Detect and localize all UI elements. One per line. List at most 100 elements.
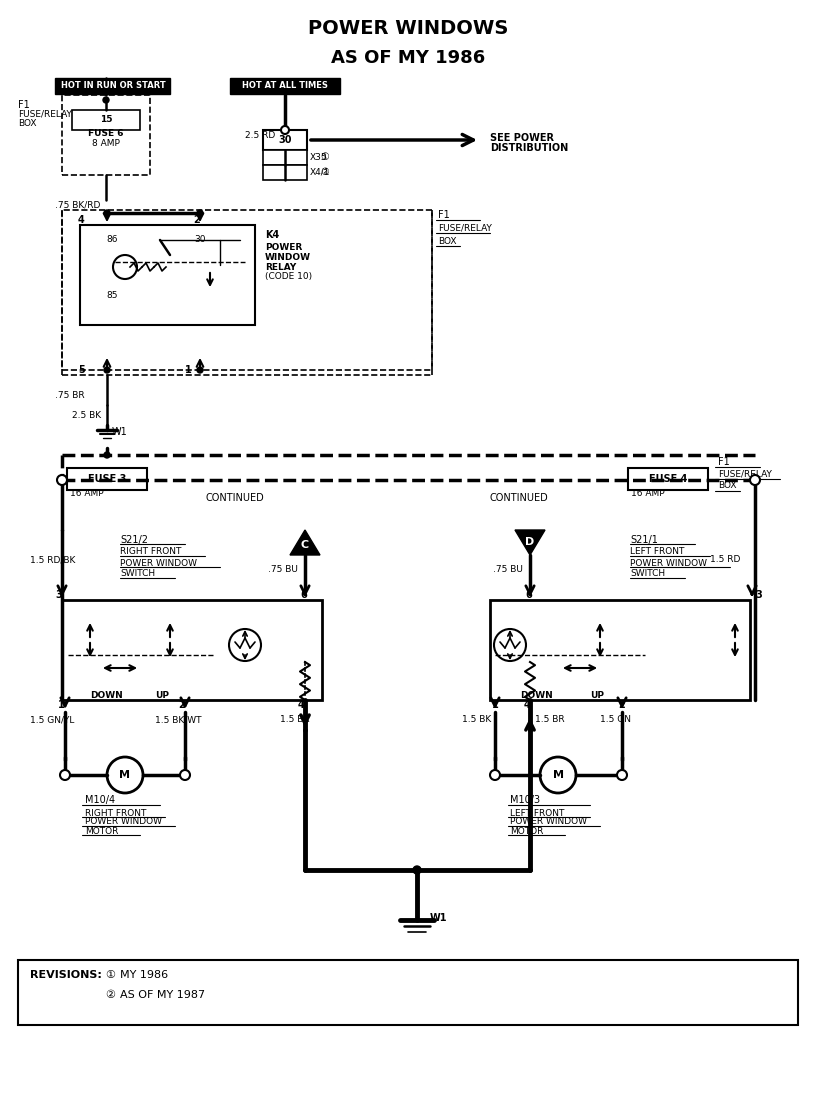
Text: K4: K4 [265, 230, 279, 240]
Polygon shape [515, 530, 545, 555]
Text: X35: X35 [310, 152, 328, 161]
Text: BOX: BOX [718, 481, 737, 490]
Text: S21/1: S21/1 [630, 535, 658, 545]
Text: M: M [552, 769, 564, 781]
Text: C: C [301, 540, 309, 550]
Text: .75 BU: .75 BU [493, 565, 523, 574]
Text: F1: F1 [718, 457, 730, 467]
Text: POWER WINDOWS: POWER WINDOWS [308, 19, 508, 38]
Text: FUSE 6: FUSE 6 [88, 128, 124, 138]
Text: 2: 2 [178, 700, 184, 710]
Text: 1.5 GN/YL: 1.5 GN/YL [30, 715, 74, 724]
Circle shape [107, 757, 143, 793]
Text: 3: 3 [55, 590, 62, 599]
Text: MOTOR: MOTOR [510, 827, 543, 836]
Bar [263, 164, 307, 180]
Text: BOX: BOX [18, 118, 37, 127]
Text: ①: ① [105, 970, 115, 980]
Text: HOT AT ALL TIMES: HOT AT ALL TIMES [242, 82, 328, 91]
Circle shape [413, 866, 421, 874]
Bar [72, 110, 140, 130]
Text: 6: 6 [300, 590, 307, 599]
Text: 4: 4 [524, 700, 530, 710]
Text: 5: 5 [78, 365, 85, 375]
Circle shape [490, 769, 500, 781]
Bar [67, 468, 147, 490]
Text: D: D [526, 537, 534, 546]
Text: 2.5 RD: 2.5 RD [245, 130, 275, 139]
Text: ②: ② [105, 990, 115, 1000]
Text: UP: UP [590, 690, 604, 700]
Text: POWER WINDOW: POWER WINDOW [510, 817, 587, 827]
Text: FUSE 3: FUSE 3 [88, 474, 126, 484]
Text: AS OF MY 1987: AS OF MY 1987 [120, 990, 205, 1000]
Text: ①: ① [320, 152, 329, 162]
Text: POWER: POWER [265, 243, 302, 252]
Text: 2: 2 [193, 215, 200, 225]
Text: LEFT FRONT: LEFT FRONT [510, 808, 565, 817]
Circle shape [540, 757, 576, 793]
Text: M10/4: M10/4 [85, 795, 115, 805]
Text: 1.5 BR: 1.5 BR [535, 715, 565, 724]
Text: 85: 85 [106, 290, 118, 299]
Text: 86: 86 [106, 235, 118, 244]
Circle shape [750, 475, 760, 485]
Text: 1.5 BK/WT: 1.5 BK/WT [155, 715, 202, 724]
Text: 1: 1 [58, 700, 64, 710]
Text: RIGHT FRONT: RIGHT FRONT [120, 548, 181, 556]
Text: 1.5 BK: 1.5 BK [462, 715, 491, 724]
Text: BOX: BOX [438, 236, 456, 245]
Text: 1.5 RD: 1.5 RD [710, 555, 740, 564]
Text: 2: 2 [618, 700, 625, 710]
Text: RELAY: RELAY [265, 263, 296, 272]
Text: FUSE/RELAY: FUSE/RELAY [718, 469, 772, 478]
Bar [230, 78, 340, 94]
Text: 16 AMP: 16 AMP [70, 488, 104, 498]
Bar [80, 225, 255, 325]
Polygon shape [290, 530, 320, 555]
Text: S21/2: S21/2 [120, 535, 148, 545]
Text: (CODE 10): (CODE 10) [265, 273, 313, 282]
Circle shape [197, 210, 203, 216]
Text: 1.5 GN: 1.5 GN [600, 715, 631, 724]
Text: CONTINUED: CONTINUED [490, 493, 548, 503]
Text: SEE POWER: SEE POWER [490, 132, 554, 144]
Text: POWER WINDOW: POWER WINDOW [85, 817, 162, 827]
Text: 1: 1 [185, 365, 192, 375]
Text: M10/3: M10/3 [510, 795, 540, 805]
Bar [62, 210, 432, 370]
Text: AS OF MY 1986: AS OF MY 1986 [330, 49, 486, 67]
Text: 1: 1 [492, 700, 499, 710]
Text: 3: 3 [755, 590, 762, 599]
Circle shape [617, 769, 627, 781]
Bar [55, 78, 170, 94]
Text: LEFT FRONT: LEFT FRONT [630, 548, 685, 556]
Circle shape [60, 769, 70, 781]
Text: 30: 30 [194, 235, 206, 244]
Bar [263, 130, 307, 150]
Text: DISTRIBUTION: DISTRIBUTION [490, 144, 568, 153]
Text: DOWN: DOWN [520, 690, 552, 700]
Text: WINDOW: WINDOW [265, 253, 311, 262]
Text: SWITCH: SWITCH [630, 570, 665, 578]
Text: 2.5 BK: 2.5 BK [72, 411, 101, 420]
Circle shape [103, 97, 109, 103]
Text: 8 AMP: 8 AMP [92, 138, 120, 148]
Circle shape [180, 769, 190, 781]
Bar [263, 150, 307, 164]
Bar [62, 599, 322, 700]
Circle shape [104, 210, 110, 216]
Text: F1: F1 [18, 100, 29, 110]
Text: FUSE/RELAY: FUSE/RELAY [438, 223, 492, 233]
Text: X4/1: X4/1 [310, 168, 330, 177]
Text: ②: ② [320, 167, 329, 177]
Text: RIGHT FRONT: RIGHT FRONT [85, 808, 146, 817]
Text: FUSE/RELAY: FUSE/RELAY [18, 109, 72, 118]
Text: HOT IN RUN OR START: HOT IN RUN OR START [60, 82, 166, 91]
Text: 30: 30 [278, 135, 292, 145]
Text: 4: 4 [298, 700, 304, 710]
Text: SWITCH: SWITCH [120, 570, 155, 578]
Text: MOTOR: MOTOR [85, 827, 118, 836]
Circle shape [197, 367, 203, 373]
Bar [18, 960, 798, 1025]
